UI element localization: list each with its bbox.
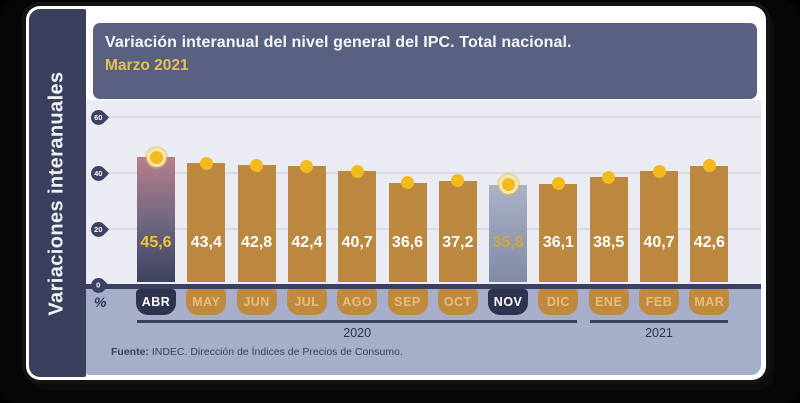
- year-group-line-2021: [589, 320, 729, 323]
- bar-value-label-mar: 42,6: [693, 234, 725, 251]
- data-point-dot-sep: [401, 176, 414, 190]
- bar-value-label-oct: 37,2: [442, 234, 474, 251]
- bar-value-label-jul: 42,4: [291, 234, 323, 251]
- month-label-jun: JUN: [236, 289, 277, 315]
- bar-value-label-ene: 38,5: [593, 234, 625, 251]
- bar-abr: [137, 157, 175, 285]
- month-label-jul: JUL: [286, 289, 327, 315]
- y-axis-tick-20: 20: [87, 218, 110, 240]
- month-label-feb: FEB: [639, 289, 679, 315]
- bar-value-label-sep: 36,6: [391, 234, 424, 251]
- y-axis-tick-40: 40: [87, 162, 110, 184]
- bar-value-label-dic: 36,1: [542, 234, 574, 251]
- data-point-dot-ago: [350, 164, 364, 178]
- y-axis-tick-label: 0: [96, 280, 101, 290]
- chart-card: Variaciones interanuales Variación inter…: [26, 6, 766, 380]
- bar-value-label-may: 43,4: [190, 234, 222, 251]
- chart-title: Variación interanual del nivel general d…: [105, 34, 572, 51]
- y-axis-tick-label: 20: [94, 224, 103, 234]
- gridline-60: [100, 116, 761, 118]
- data-point-dot-abr: [149, 150, 163, 164]
- month-label-may: MAY: [186, 289, 227, 315]
- month-label-dic: DIC: [538, 289, 579, 315]
- plot-area: 0 20 40 60 45,6 43,4 42,8 42,4 40,7 36,6 37,2 35,8 3…: [86, 100, 761, 296]
- data-point-dot-nov: [501, 178, 515, 192]
- data-point-dot-dic: [551, 177, 565, 191]
- month-label-nov: NOV: [488, 289, 529, 315]
- data-point-dot-jun: [250, 158, 264, 172]
- month-label-oct: OCT: [437, 289, 478, 315]
- y-axis-tick-label: 60: [94, 112, 103, 122]
- x-axis-line: [86, 282, 761, 289]
- chart-header: Variación interanual del nivel general d…: [93, 23, 757, 99]
- data-point-dot-mar: [702, 159, 716, 173]
- month-label-ene: ENE: [588, 289, 629, 315]
- gridline-20: [100, 228, 761, 230]
- bar-nov: [489, 184, 528, 285]
- y-axis-tick-60: 60: [87, 106, 110, 128]
- bar-dic: [539, 183, 578, 285]
- data-point-dot-jul: [300, 159, 314, 173]
- data-point-dot-ene: [602, 170, 616, 184]
- data-point-dot-feb: [652, 164, 666, 178]
- bar-jul: [287, 166, 326, 285]
- bar-ago: [338, 171, 377, 285]
- sidebar-vertical-label: Variaciones interanuales: [46, 70, 69, 316]
- y-axis-tick-label: 40: [94, 168, 103, 178]
- data-point-dot-may: [199, 156, 213, 170]
- bar-may: [187, 163, 226, 285]
- month-label-ago: AGO: [337, 289, 378, 315]
- bar-value-label-nov: 35,8: [492, 234, 524, 251]
- month-label-abr: ABR: [136, 289, 176, 315]
- bar-value-label-ago: 40,7: [341, 234, 373, 251]
- bar-jun: [237, 165, 276, 285]
- y-axis-unit-label: %: [94, 294, 107, 310]
- sidebar: Variaciones interanuales: [29, 9, 86, 377]
- bar-value-label-jun: 42,8: [241, 234, 273, 251]
- bar-ene: [589, 177, 628, 285]
- year-group-label-2021: 2021: [645, 326, 673, 340]
- bar-mar: [690, 165, 729, 285]
- year-group-label-2020: 2020: [343, 326, 372, 340]
- data-point-dot-oct: [451, 174, 465, 188]
- bar-feb: [640, 171, 678, 285]
- source-note: Fuente: INDEC. Dirección de Índices de P…: [111, 346, 403, 358]
- gridline-40: [100, 172, 761, 174]
- bar-value-label-feb: 40,7: [643, 234, 675, 251]
- month-label-mar: MAR: [689, 289, 730, 315]
- bar-oct: [438, 180, 477, 285]
- month-label-sep: SEP: [387, 289, 428, 315]
- chart-subtitle: Marzo 2021: [105, 57, 189, 74]
- chart-content: Variación interanual del nivel general d…: [86, 9, 763, 377]
- source-prefix: Fuente:: [111, 346, 149, 358]
- bar-sep: [388, 182, 427, 285]
- year-group-line-2020: [137, 320, 578, 323]
- source-text: INDEC. Dirección de Índices de Precios d…: [148, 346, 403, 358]
- bar-value-label-abr: 45,6: [140, 234, 172, 251]
